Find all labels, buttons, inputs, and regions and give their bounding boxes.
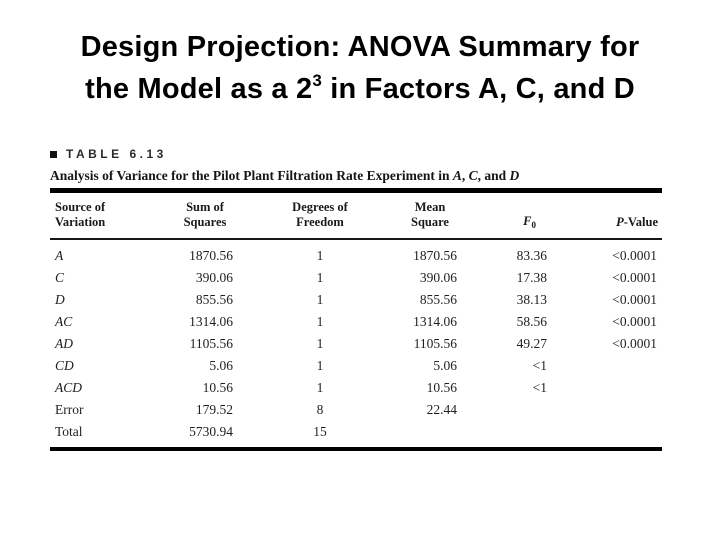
cell-source: CD (55, 358, 74, 373)
header-mean-square: Mean Square (400, 190, 460, 240)
cell-f0: <1 (532, 380, 547, 395)
cell-sum-of-squares: 855.56 (195, 292, 233, 307)
table-row-error: Error 179.52 8 22.44 (50, 399, 662, 421)
title-exponent: 3 (312, 71, 322, 91)
anova-table: Source of Variation Sum of Squares Degrees… (50, 188, 662, 451)
cell-source: ACD (55, 380, 82, 395)
cell-p-value: <0.0001 (612, 248, 657, 263)
cell-mean-square: 1105.56 (413, 336, 457, 351)
caption-factor-d: D (509, 168, 520, 183)
header-source-of-variation: Source of Variation (50, 190, 170, 240)
cell-source: D (55, 292, 65, 307)
cell-f0: 83.36 (516, 248, 547, 263)
title-line-2-end: in Factors A, C, and D (321, 73, 635, 105)
cell-sum-of-squares: 1105.56 (189, 336, 233, 351)
cell-sum-of-squares: 5.06 (209, 358, 233, 373)
square-bullet-icon (50, 150, 57, 158)
cell-degrees-of-freedom: 1 (316, 380, 324, 395)
cell-p-value (550, 355, 662, 377)
cell-f0: 49.27 (516, 336, 547, 351)
cell-source: Total (55, 424, 83, 439)
table-row-ad: AD 1105.56 1 1105.56 49.27 <0.0001 (50, 333, 662, 355)
cell-p-value: <0.0001 (612, 270, 657, 285)
cell-mean-square: 1314.06 (413, 314, 457, 329)
caption-factor-a: A (452, 168, 462, 183)
cell-degrees-of-freedom: 1 (316, 336, 324, 351)
cell-sum-of-squares: 5730.94 (189, 424, 233, 439)
table-row-acd: ACD 10.56 1 10.56 <1 (50, 377, 662, 399)
header-row: Source of Variation Sum of Squares Degrees… (50, 190, 662, 240)
table-row-c: C 390.06 1 390.06 17.38 <0.0001 (50, 267, 662, 289)
slide-title: Design Projection: ANOVA Summary for the … (0, 26, 720, 110)
cell-mean-square: 10.56 (426, 380, 457, 395)
cell-f0 (460, 399, 550, 421)
cell-f0: 58.56 (516, 314, 547, 329)
caption-factor-c: C (468, 168, 478, 183)
header-f0: F0 (460, 190, 550, 240)
title-line-1: Design Projection: ANOVA Summary for (80, 31, 640, 63)
cell-sum-of-squares: 179.52 (195, 402, 233, 417)
table-row-total: Total 5730.94 15 (50, 421, 662, 449)
header-degrees-of-freedom: Degrees of Freedom (240, 190, 400, 240)
table-caption: Analysis of Variance for the Pilot Plant… (50, 168, 520, 183)
header-sum-of-squares: Sum of Squares (170, 190, 240, 240)
cell-sum-of-squares: 390.06 (195, 270, 233, 285)
cell-degrees-of-freedom: 1 (316, 314, 324, 329)
cell-p-value (550, 377, 662, 399)
cell-f0: <1 (532, 358, 547, 373)
cell-mean-square: 5.06 (433, 358, 457, 373)
cell-degrees-of-freedom: 1 (316, 358, 324, 373)
cell-mean-square (400, 421, 460, 449)
cell-sum-of-squares: 1314.06 (189, 314, 233, 329)
cell-source: C (55, 270, 65, 285)
caption-text: Analysis of Variance for the Pilot Plant… (50, 168, 453, 183)
header-p-value: P-Value (550, 190, 662, 240)
cell-mean-square: 390.06 (419, 270, 457, 285)
cell-p-value: <0.0001 (612, 292, 657, 307)
cell-source: A (55, 248, 64, 263)
cell-p-value: <0.0001 (612, 314, 657, 329)
cell-p-value (550, 399, 662, 421)
cell-degrees-of-freedom: 1 (316, 292, 324, 307)
cell-sum-of-squares: 1870.56 (189, 248, 233, 263)
cell-sum-of-squares: 10.56 (202, 380, 233, 395)
cell-degrees-of-freedom: 15 (313, 424, 327, 439)
cell-f0: 17.38 (516, 270, 547, 285)
table-number-text: TABLE 6.13 (66, 147, 167, 161)
cell-p-value: <0.0001 (612, 336, 657, 351)
table-row-d: D 855.56 1 855.56 38.13 <0.0001 (50, 289, 662, 311)
cell-mean-square: 1870.56 (413, 248, 457, 263)
cell-p-value (550, 421, 662, 449)
cell-source: AC (55, 314, 73, 329)
cell-f0: 38.13 (516, 292, 547, 307)
cell-source: Error (55, 402, 84, 417)
cell-degrees-of-freedom: 1 (316, 248, 324, 263)
cell-degrees-of-freedom: 8 (316, 402, 324, 417)
anova-table-figure: TABLE 6.13 Analysis of Variance for the … (50, 146, 662, 451)
title-line-2: the Model as a 2 (85, 73, 313, 105)
cell-degrees-of-freedom: 1 (316, 270, 324, 285)
table-row-ac: AC 1314.06 1 1314.06 58.56 <0.0001 (50, 311, 662, 333)
table-number-label: TABLE 6.13 (50, 146, 662, 162)
table-row-a: A 1870.56 1 1870.56 83.36 <0.0001 (50, 239, 662, 267)
cell-f0 (460, 421, 550, 449)
cell-source: AD (55, 336, 73, 351)
table-row-cd: CD 5.06 1 5.06 <1 (50, 355, 662, 377)
cell-mean-square: 855.56 (419, 292, 457, 307)
cell-mean-square: 22.44 (426, 402, 457, 417)
